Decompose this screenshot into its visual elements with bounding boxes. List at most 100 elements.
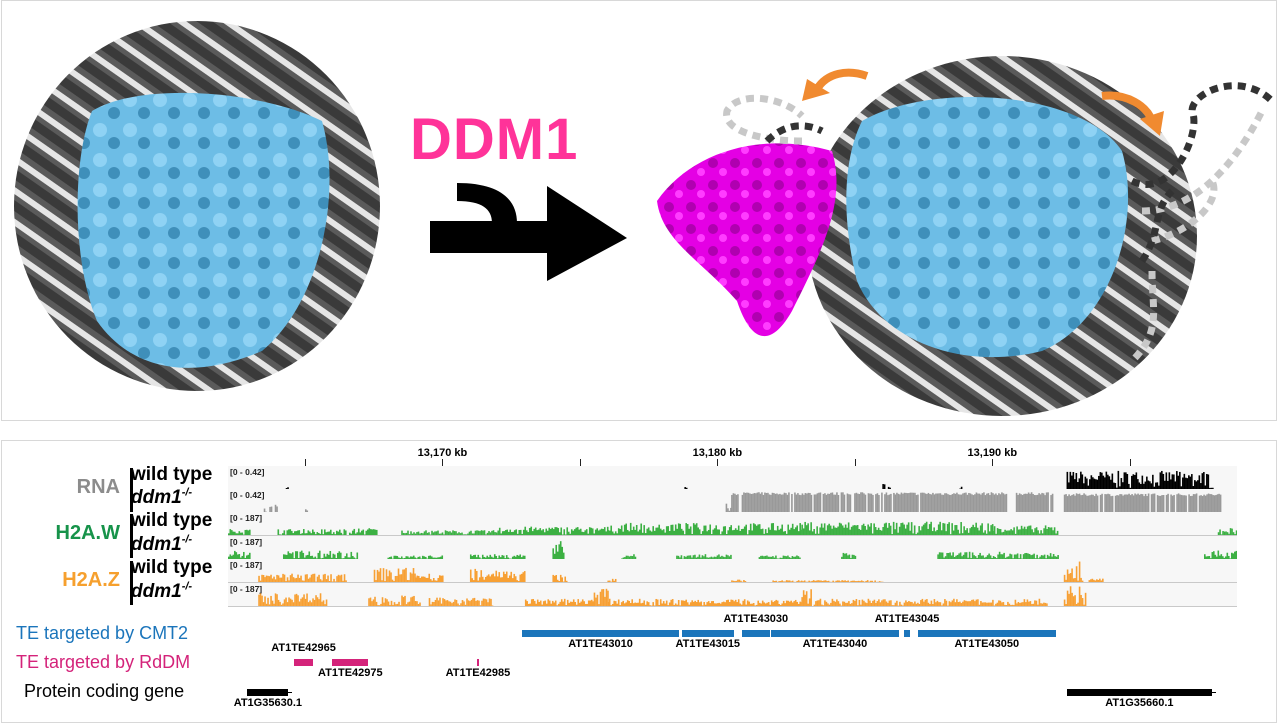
signal-bar: [247, 554, 250, 559]
signal-bar: [1049, 553, 1052, 559]
signal-bar: [963, 492, 966, 512]
signal-bar: [1029, 525, 1032, 535]
signal-bar: [546, 530, 549, 535]
signal-bar: [317, 532, 320, 535]
signal-bar: [1107, 474, 1109, 489]
signal-bar: [821, 580, 824, 582]
signal-bar: [842, 580, 845, 582]
signal-bar: [1005, 605, 1008, 606]
signal-bar: [1153, 493, 1156, 512]
signal-bar: [464, 604, 467, 606]
signal-bar: [1205, 556, 1208, 559]
signal-bar: [1131, 475, 1133, 489]
signal-bar: [485, 599, 488, 606]
signal-bar: [811, 531, 814, 535]
signal-bar: [934, 531, 937, 535]
feature-bar[interactable]: [681, 629, 734, 637]
signal-bar: [722, 601, 725, 606]
signal-bar: [545, 603, 548, 606]
signal-bar: [907, 522, 910, 535]
signal-bar: [321, 557, 324, 559]
signal-bar: [268, 604, 271, 606]
signal-bar: [423, 576, 426, 582]
signal-bar: [773, 557, 776, 559]
signal-bar: [725, 534, 728, 535]
signal-bar: [1093, 579, 1095, 582]
signal-bar: [888, 600, 891, 606]
signal-bar: [490, 574, 493, 582]
signal-bar: [522, 572, 525, 582]
signal-bar: [1098, 475, 1100, 489]
signal-bar: [1141, 494, 1144, 512]
signal-bar: [949, 552, 951, 559]
signal-bar: [350, 551, 353, 559]
signal-bar: [909, 530, 911, 535]
signal-bar: [318, 574, 320, 582]
signal-bar: [360, 530, 363, 535]
signal-bar: [1004, 529, 1006, 535]
feature-bar[interactable]: [918, 629, 1056, 637]
signal-bar: [908, 493, 910, 512]
signal-bar: [1035, 600, 1038, 606]
signal-bar: [408, 580, 410, 582]
signal-bar: [709, 557, 711, 559]
signal-bar: [962, 493, 964, 512]
signal-bar: [419, 577, 422, 582]
signal-bar: [667, 526, 670, 535]
signal-bar: [344, 530, 347, 535]
signal-bar: [665, 526, 668, 535]
signal-bar: [408, 534, 411, 535]
feature-label: AT1TE43045: [874, 613, 940, 625]
signal-bar: [683, 534, 686, 535]
signal-bar: [650, 531, 653, 535]
signal-bar: [992, 599, 994, 606]
signal-bar: [1052, 554, 1055, 559]
signal-bar: [290, 553, 293, 559]
signal-bar: [727, 555, 729, 559]
signal-bar: [386, 599, 388, 606]
signal-bar: [617, 599, 620, 606]
feature-bar[interactable]: [522, 629, 679, 637]
signal-bar: [781, 524, 784, 535]
signal-bar: [526, 601, 529, 606]
signal-bar: [341, 534, 344, 535]
signal-bar: [316, 532, 319, 535]
signal-bar: [839, 603, 841, 606]
signal-bar: [574, 601, 577, 606]
signal-bar: [899, 601, 901, 606]
signal-bar: [513, 573, 516, 582]
signal-bar: [1185, 477, 1187, 489]
signal-bar: [502, 571, 505, 582]
feature-bar[interactable]: [904, 629, 910, 637]
signal-bar: [395, 604, 397, 606]
feature-bar[interactable]: [293, 658, 314, 666]
signal-bar: [703, 525, 706, 535]
signal-bar: [532, 598, 535, 606]
feature-bar[interactable]: [770, 629, 899, 637]
signal-bar: [652, 526, 655, 535]
signal-bar: [301, 533, 304, 535]
signal-bar: [910, 522, 913, 535]
signal-bar: [432, 578, 435, 582]
feature-bar[interactable]: [476, 658, 479, 666]
signal-bar: [1231, 528, 1233, 535]
signal-bar: [1036, 554, 1038, 559]
signal-bar: [794, 556, 797, 559]
signal-bar: [1146, 496, 1148, 512]
signal-bar: [752, 523, 755, 535]
signal-bar: [802, 528, 805, 535]
signal-bar: [986, 555, 989, 559]
signal-bar: [292, 602, 295, 606]
signal-bar: [896, 492, 898, 512]
feature-bar[interactable]: [332, 658, 369, 666]
feature-bar[interactable]: [742, 629, 770, 637]
genotype-superscript: -/-: [181, 534, 193, 546]
signal-bar: [940, 530, 943, 535]
signal-bar: [706, 531, 709, 535]
signal-bar: [303, 580, 305, 582]
signal-bar: [758, 602, 761, 606]
signal-bar: [1170, 494, 1172, 512]
signal-bar: [735, 580, 738, 582]
signal-bar: [1031, 554, 1034, 559]
signal-bar: [790, 527, 793, 535]
